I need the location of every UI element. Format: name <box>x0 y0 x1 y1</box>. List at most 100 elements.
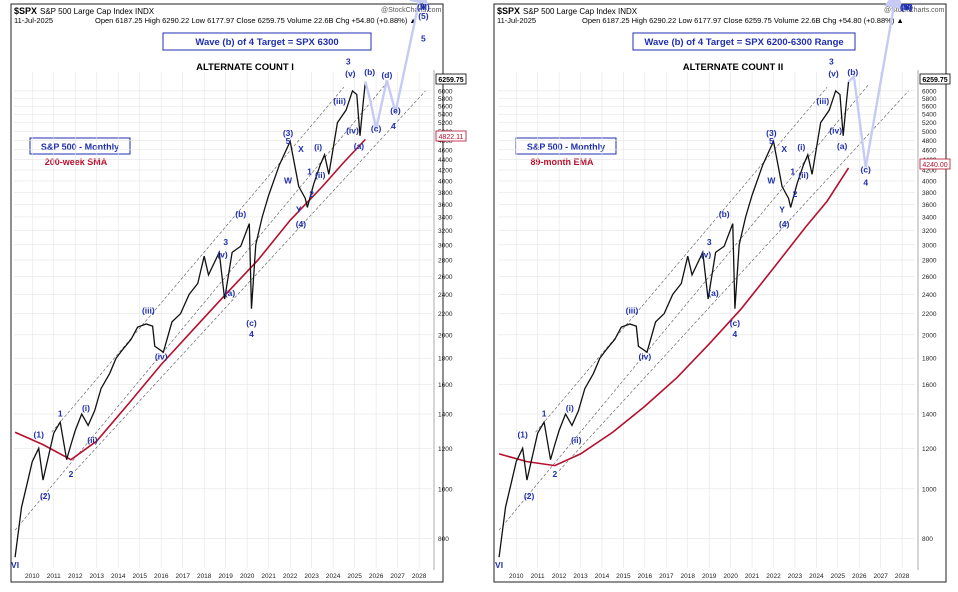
y-tick-label: 2200 <box>438 311 453 318</box>
channel-line <box>51 86 345 433</box>
x-tick-label: 2024 <box>326 573 341 580</box>
y-tick-label: 1200 <box>922 446 937 453</box>
x-tick-label: 2027 <box>873 573 888 580</box>
channel-line <box>75 90 426 471</box>
wave-label: (i) <box>797 142 805 152</box>
right-quote: Open 6187.25 High 6290.22 Low 6177.97 Cl… <box>582 16 904 25</box>
right-price-tag <box>919 73 951 85</box>
y-tick-label: 5400 <box>438 112 453 119</box>
wave-label: (e) <box>390 105 401 115</box>
wave-label: (ii) <box>87 435 98 445</box>
wave-label: 2 <box>69 469 74 479</box>
right-panel-frame <box>493 3 947 583</box>
wave-label: 1 <box>58 408 63 418</box>
y-tick-label: 5000 <box>922 129 937 136</box>
wave-label: (c) <box>371 123 382 133</box>
left-watermark: @StockCharts.com <box>381 7 442 14</box>
y-tick-label: 2400 <box>438 292 453 299</box>
x-tick-label: 2019 <box>702 573 717 580</box>
wave-label: 2 <box>793 189 798 199</box>
wave-label: 1 <box>307 166 312 176</box>
x-tick-label: 2011 <box>531 573 545 580</box>
x-tick-label: 2021 <box>745 573 760 580</box>
wave-label: VI <box>11 560 19 570</box>
wave-label: (c) <box>860 165 871 175</box>
wave-label: (iii) <box>816 96 829 106</box>
price-line <box>498 81 850 558</box>
x-tick-label: 2026 <box>369 573 384 580</box>
y-tick-label: 5200 <box>922 120 937 127</box>
x-tick-label: 2012 <box>552 573 567 580</box>
right-target-text: Wave (b) of 4 Target = SPX 6200-6300 Ran… <box>644 37 843 48</box>
x-tick-label: 2016 <box>638 573 653 580</box>
x-tick-label: 2020 <box>723 573 738 580</box>
y-tick-label: 5800 <box>922 96 937 103</box>
x-tick-label: 2010 <box>509 573 524 580</box>
wave-label: VI <box>495 560 503 570</box>
left-price-tag-text: 6259.75 <box>438 77 463 84</box>
left-count-title: ALTERNATE COUNT I <box>196 62 294 73</box>
wave-label: (a) <box>708 288 719 298</box>
right-plot: 800 1000 1200 1400 1600 1800 2000 2200 2400 2600 2… <box>495 0 937 580</box>
x-tick-label: 2018 <box>197 573 212 580</box>
wave-label: (v) <box>217 250 228 260</box>
wave-label: (3) <box>283 128 294 138</box>
wave-label: (5) <box>901 2 912 12</box>
y-tick-label: 1000 <box>922 486 937 493</box>
wave-label: (b) <box>364 67 375 77</box>
right-ma-tag <box>919 158 951 170</box>
y-tick-label: 5600 <box>438 104 453 111</box>
x-tick-label: 2015 <box>616 573 631 580</box>
right-index-name: S&P 500 Large Cap Index INDX <box>523 7 638 16</box>
right-target-box <box>632 32 856 51</box>
wave-label: 2 <box>309 189 314 199</box>
wave-label: (iii) <box>333 96 346 106</box>
left-panel: $SPX S&P 500 Large Cap Index INDX 11-Jul… <box>10 0 467 583</box>
y-tick-label: 2400 <box>922 292 937 299</box>
wave-label: (iv) <box>638 351 651 361</box>
wave-label: Y <box>296 204 302 214</box>
y-tick-label: 4000 <box>438 178 453 185</box>
y-tick-label: 4600 <box>438 147 453 154</box>
y-tick-label: 4200 <box>922 168 937 175</box>
y-tick-label: 6000 <box>438 88 453 95</box>
x-tick-label: 2015 <box>132 573 147 580</box>
projection-path <box>364 0 429 130</box>
y-tick-label: 1800 <box>438 356 453 363</box>
wave-label: (iii) <box>626 306 639 316</box>
right-watermark: @StockCharts.com <box>884 7 945 14</box>
wave-label: (iii) <box>142 306 155 316</box>
y-tick-label: 5800 <box>438 96 453 103</box>
wave-label: (III) <box>417 2 430 12</box>
right-panel: $SPX S&P 500 Large Cap Index INDX 11-Jul… <box>493 0 951 583</box>
wave-label: (i) <box>314 142 322 152</box>
wave-label: V <box>904 2 910 12</box>
wave-label: W <box>767 176 776 186</box>
wave-label: W <box>284 176 293 186</box>
y-tick-label: 2800 <box>922 258 937 265</box>
wave-label: (a) <box>354 141 365 151</box>
x-tick-label: 2014 <box>595 573 610 580</box>
y-tick-label: 1400 <box>922 412 937 419</box>
wave-label: (a) <box>225 288 236 298</box>
wave-label: (iv) <box>155 351 168 361</box>
wave-label: (2) <box>524 491 535 501</box>
wave-label: 5 <box>769 136 774 146</box>
wave-label: 2 <box>552 469 557 479</box>
x-tick-label: 2028 <box>412 573 427 580</box>
wave-label: (d) <box>381 70 392 80</box>
x-tick-label: 2026 <box>852 573 867 580</box>
y-tick-label: 1400 <box>438 412 453 419</box>
wave-label: 3 <box>829 57 834 67</box>
left-plot: 800 1000 1200 1400 1600 1800 2000 2200 2400 2600 2… <box>11 0 453 580</box>
x-tick-label: 2024 <box>809 573 824 580</box>
wave-label: 1 <box>790 166 795 176</box>
x-tick-label: 2014 <box>111 573 126 580</box>
x-tick-label: 2023 <box>788 573 803 580</box>
y-tick-label: 4200 <box>438 168 453 175</box>
wave-label: (ii) <box>798 170 809 180</box>
wave-label: X <box>781 144 787 154</box>
left-date: 11-Jul-2025 <box>14 16 53 25</box>
wave-label: (III) <box>900 2 913 12</box>
